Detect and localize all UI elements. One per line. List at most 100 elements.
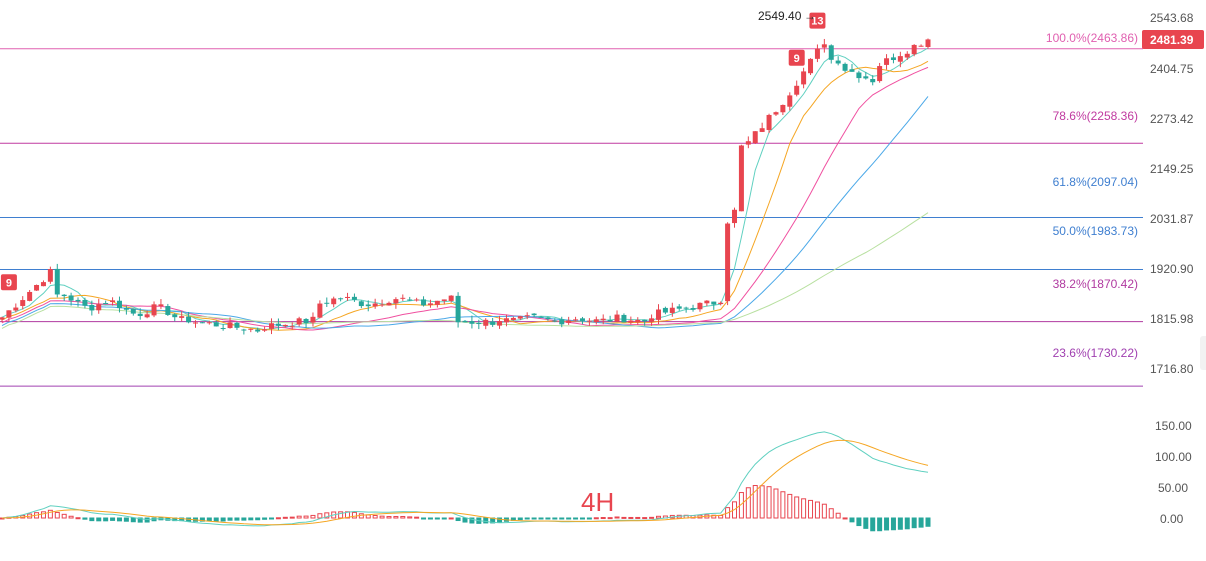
macd-histogram-bar: [40, 511, 46, 519]
candle-body: [538, 316, 544, 318]
candle-body: [593, 319, 599, 323]
candle-body: [206, 322, 212, 324]
candle-body: [573, 319, 579, 321]
current-price-tag: 2481.39: [1142, 30, 1204, 49]
candle-body: [725, 223, 731, 302]
peak-price-label: 2549.40: [758, 9, 802, 23]
macd-histogram-bar: [220, 517, 226, 522]
fib-label-78-6: 78.6%(2258.36): [1053, 109, 1138, 123]
td-marker-badge: [788, 49, 805, 66]
macd-histogram-bar: [379, 515, 385, 519]
macd-histogram-bar: [842, 517, 848, 520]
candle-body: [697, 302, 703, 310]
candle-body: [462, 320, 468, 323]
candle-body: [745, 141, 751, 145]
macd-histogram-bar: [642, 517, 648, 520]
macd-histogram-bar: [338, 511, 344, 519]
macd-histogram-bar: [828, 508, 834, 519]
macd-histogram-bar: [552, 517, 558, 520]
candle-body: [683, 307, 689, 309]
candle-body: [158, 304, 164, 307]
macd-histogram-bar: [718, 514, 724, 519]
td-marker-badge: [809, 12, 826, 29]
macd-histogram-bar: [351, 511, 357, 519]
candle-body: [559, 319, 565, 325]
ma-line: [1, 66, 929, 331]
macd-histogram-bar: [863, 517, 869, 529]
candle-body: [241, 329, 247, 331]
candle-body: [400, 297, 406, 299]
macd-histogram-bar: [517, 517, 523, 521]
macd-histogram-bar: [801, 498, 807, 519]
td-marker-label: 9: [794, 53, 800, 65]
candle-body: [904, 53, 910, 58]
candle-body: [738, 145, 744, 212]
candle-body: [351, 296, 357, 300]
candle-body: [248, 328, 254, 330]
candle-body: [20, 300, 26, 306]
candle-body: [234, 322, 240, 328]
macd-histogram-bar: [524, 517, 530, 520]
candle-body: [27, 291, 33, 301]
candle-body: [448, 295, 454, 301]
macd-histogram-bar: [296, 515, 302, 519]
candle-body: [213, 322, 219, 327]
macd-histogram-bar: [766, 486, 772, 519]
fibonacci-levels: [0, 48, 1143, 387]
candle-body: [669, 307, 675, 313]
macd-histogram-bar: [130, 517, 136, 523]
moving-averages: [1, 47, 929, 331]
macd-tick: 50.00: [1158, 481, 1188, 495]
macd-histogram-bar: [234, 517, 240, 521]
candle-body: [68, 295, 74, 301]
candle-body: [856, 72, 862, 79]
macd-histogram-bar: [75, 517, 81, 520]
candle-body: [96, 304, 102, 311]
macd-histogram-bar: [814, 501, 820, 519]
macd-histogram-bar: [586, 517, 592, 520]
td-marker-label: 9: [6, 277, 12, 289]
macd-histogram-bar: [545, 517, 551, 520]
candle-body: [275, 323, 281, 326]
macd-histogram-bar: [655, 515, 661, 519]
candles: [0, 38, 931, 335]
candle-body: [566, 320, 572, 323]
macd-histogram-bar: [317, 513, 323, 519]
macd-histogram-bar: [911, 517, 917, 529]
macd-dea-line: [1, 439, 929, 526]
panel-edge-handle[interactable]: [1200, 336, 1206, 370]
macd-histogram-bar: [110, 517, 116, 521]
candle-body: [331, 298, 337, 305]
candle-body: [801, 71, 807, 85]
macd-histogram-bar: [566, 517, 572, 520]
macd-histogram-bar: [116, 517, 122, 522]
macd-histogram-bar: [593, 517, 599, 520]
candle-body: [531, 313, 537, 316]
candle-body: [732, 209, 738, 224]
macd-histogram-bar: [372, 514, 378, 519]
candle-body: [808, 58, 814, 74]
candle-body: [199, 322, 205, 324]
candle-body: [289, 326, 295, 328]
price-tick: 2149.25: [1150, 162, 1194, 176]
macd-histogram-bar: [835, 512, 841, 519]
candle-body: [13, 307, 19, 311]
candle-body: [262, 329, 268, 331]
macd-histogram-bar: [68, 515, 74, 519]
candle-body: [0, 317, 5, 320]
macd-histogram-bar: [877, 517, 883, 532]
candle-body: [842, 63, 848, 71]
macd-histogram-bar: [310, 514, 316, 519]
macd-histogram-bar: [441, 517, 447, 520]
candle-body: [441, 299, 447, 301]
td-markers: 9 9 13: [0, 12, 826, 291]
candle-body: [103, 303, 109, 305]
candle-body: [621, 314, 627, 323]
candle-body: [497, 321, 503, 326]
macd-histogram-bar: [469, 517, 475, 524]
candle-body: [545, 317, 551, 319]
candle-body: [849, 69, 855, 72]
candle-body: [89, 304, 95, 311]
candle-body: [455, 295, 461, 323]
macd-histogram-bar: [614, 516, 620, 519]
